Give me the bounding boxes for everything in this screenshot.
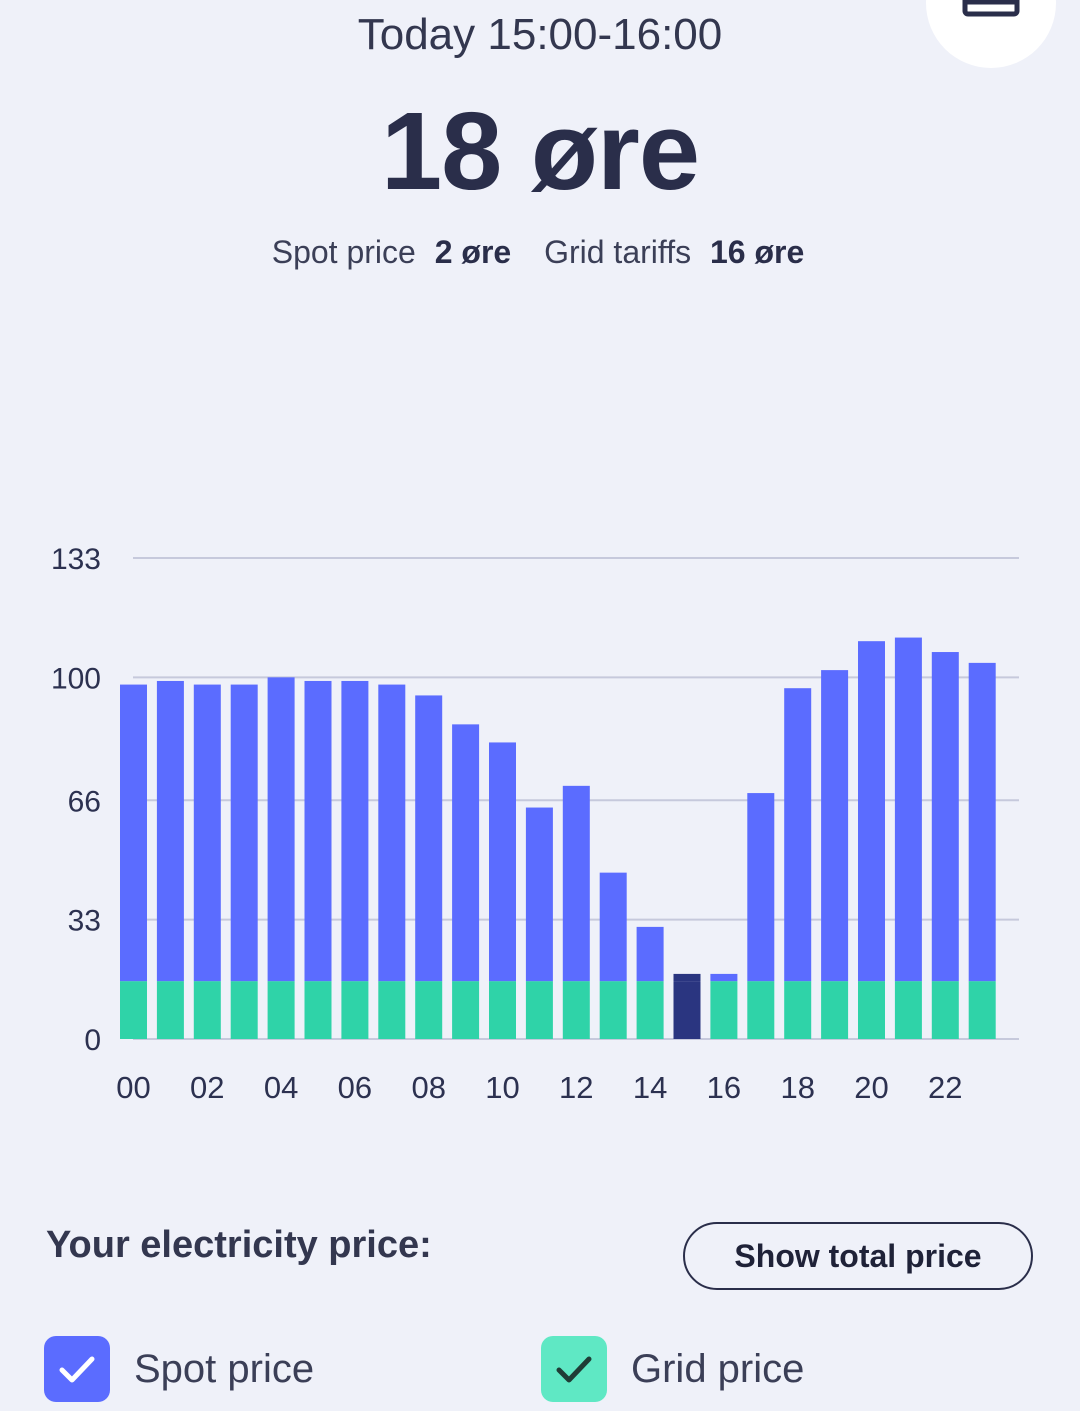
x-tick-label: 16 [707, 1070, 741, 1105]
spot-price-bar [931, 652, 959, 982]
spot-price-bar [120, 684, 147, 982]
y-tick-label: 100 [51, 662, 101, 695]
grid-price-bar [784, 981, 812, 1039]
show-total-price-button[interactable]: Show total price [683, 1222, 1033, 1290]
x-tick-label: 22 [928, 1070, 962, 1105]
grid-price-bar [636, 981, 664, 1039]
grid-price-toggle[interactable]: Grid price [541, 1336, 804, 1402]
grid-price-bar [931, 981, 959, 1039]
spot-price-toggle[interactable]: Spot price [44, 1336, 314, 1402]
x-tick-label: 08 [411, 1070, 445, 1105]
spot-price-bar [230, 684, 258, 982]
spot-price-bar [599, 872, 627, 982]
check-icon [59, 1356, 95, 1383]
price-chart: 0 33 66 100 133 00 02 04 06 08 10 12 14 16 18 20 22 [51, 543, 1019, 1105]
x-tick-label: 20 [854, 1070, 888, 1105]
grid-price-bar [304, 981, 332, 1039]
spot-price-bar [341, 680, 369, 982]
spot-price-bar [525, 807, 553, 982]
spot-price-bar [968, 662, 996, 982]
table-icon [962, 0, 1020, 17]
spot-price-bar [562, 785, 590, 982]
grid-price-bar [599, 981, 627, 1039]
grid-price-bar [968, 981, 996, 1039]
grid-price-bar [156, 981, 184, 1039]
spot-price-bar [415, 695, 443, 982]
section-title: Your electricity price: [46, 1224, 432, 1266]
spot-price-checkbox-label: Spot price [134, 1346, 315, 1391]
y-tick-label: 133 [51, 543, 101, 576]
grid-price-bar [415, 981, 443, 1039]
grid-tariffs-value: 16 øre [709, 234, 805, 270]
grid-price-bar [673, 981, 701, 1039]
x-tick-label: 06 [338, 1070, 372, 1105]
grid-price-bar [710, 981, 738, 1039]
spot-price-bar [489, 742, 516, 982]
y-tick-label: 66 [68, 785, 101, 818]
period-label: Today 15:00-16:00 [357, 10, 723, 59]
price-breakdown: Spot price 2 øre Grid tariffs 16 øre [0, 234, 1080, 271]
grid-price-checkbox[interactable] [541, 1336, 607, 1402]
x-tick-label: 02 [190, 1070, 224, 1105]
x-tick-label: 18 [780, 1070, 814, 1105]
grid-price-checkbox-label: Grid price [631, 1346, 805, 1391]
x-tick-label: 04 [264, 1070, 298, 1105]
spot-price-bar [747, 793, 775, 982]
grid-tariffs-label: Grid tariffs [544, 234, 692, 270]
x-tick-label: 14 [633, 1070, 667, 1105]
grid-price-bar [341, 981, 369, 1039]
spot-price-bar [821, 670, 849, 982]
check-icon [556, 1356, 592, 1383]
grid-price-bar [821, 981, 849, 1039]
spot-price-bar [452, 724, 480, 982]
grid-price-bar [230, 981, 258, 1039]
grid-price-bar [378, 981, 406, 1039]
grid-price-bar [858, 981, 885, 1039]
grid-price-bar [267, 981, 295, 1039]
grid-price-bar [193, 981, 221, 1039]
current-price: 18 øre [380, 90, 700, 213]
y-tick-label: 33 [68, 905, 101, 938]
grid-price-bar [894, 981, 922, 1039]
spot-price-bar [673, 973, 701, 982]
spot-price-bar [156, 680, 184, 982]
spot-price-bar [304, 680, 332, 982]
grid-price-bar [747, 981, 775, 1039]
spot-price-checkbox[interactable] [44, 1336, 110, 1402]
spot-price-bar [894, 637, 922, 982]
spot-price-bar [267, 677, 295, 982]
spot-price-bar [193, 684, 221, 982]
grid-price-bar [120, 981, 147, 1039]
y-tick-label: 0 [84, 1024, 101, 1057]
x-tick-label: 10 [485, 1070, 519, 1105]
spot-price-bar [784, 688, 812, 982]
grid-price-bar [525, 981, 553, 1039]
spot-price-bar [636, 926, 664, 982]
grid-price-bar [489, 981, 516, 1039]
spot-price-bar [710, 973, 738, 982]
spot-price-bar [378, 684, 406, 982]
x-tick-label: 12 [559, 1070, 593, 1105]
spot-price-label: Spot price [271, 234, 416, 270]
spot-price-value: 2 øre [434, 234, 512, 270]
spot-price-bar [858, 641, 885, 982]
grid-price-bar [562, 981, 590, 1039]
x-tick-label: 00 [116, 1070, 150, 1105]
grid-price-bar [452, 981, 480, 1039]
